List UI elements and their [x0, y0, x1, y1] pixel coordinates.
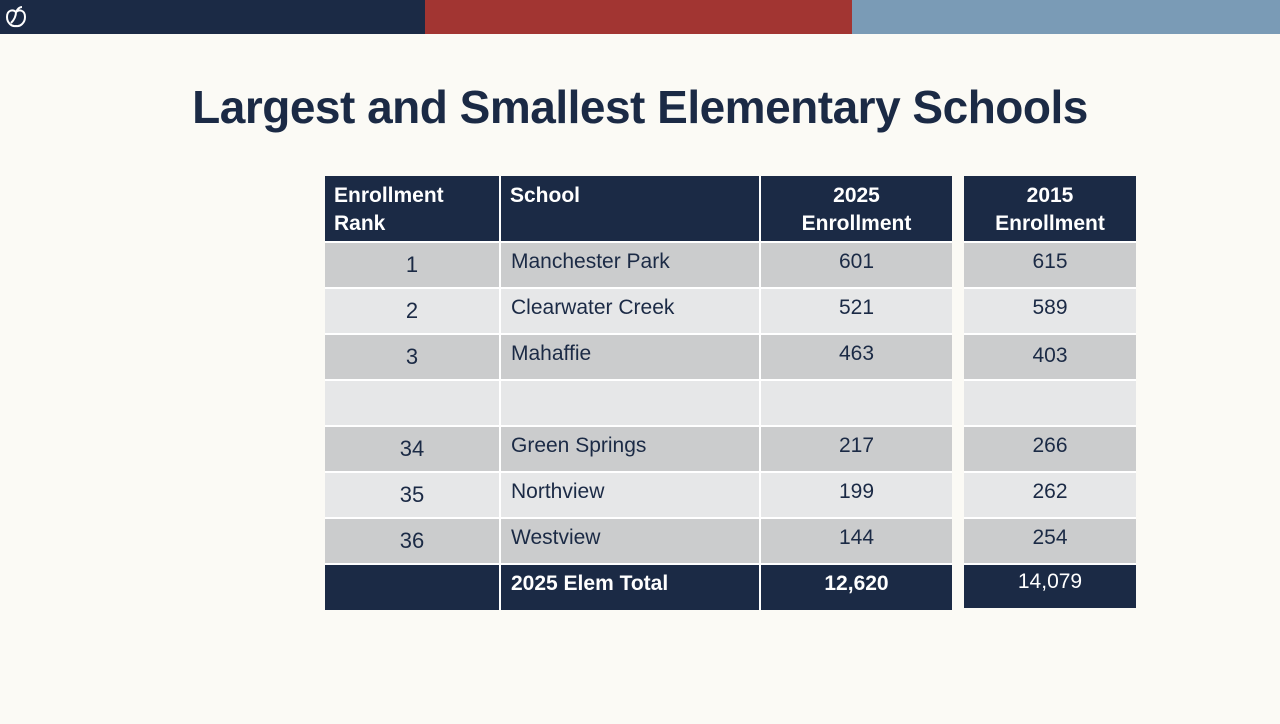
enrollment-2015-cell: 262 — [964, 472, 1136, 519]
table-row-gap — [964, 380, 1136, 427]
enrollment-2025-cell — [760, 380, 952, 427]
apple-logo-icon — [5, 6, 27, 28]
table-row: 254 — [964, 518, 1136, 565]
school-cell: Westview — [500, 518, 761, 565]
table-row: 3 Mahaffie 463 — [325, 334, 952, 381]
total-label-cell: 2025 Elem Total — [500, 564, 761, 610]
school-cell: Northview — [500, 472, 761, 519]
enrollment-2015-table: 2015 Enrollment 615 589 403 266 262 254 … — [964, 176, 1136, 608]
enrollment-2025-cell: 601 — [760, 242, 952, 289]
table-row: 615 — [964, 242, 1136, 289]
table-row: 589 — [964, 288, 1136, 335]
table-row: 403 — [964, 334, 1136, 381]
enrollment-2015-cell: 589 — [964, 288, 1136, 335]
table-header-row: Enrollment Rank School 2025 Enrollment — [325, 176, 952, 243]
rank-cell: 35 — [325, 472, 501, 519]
table-row: 2 Clearwater Creek 521 — [325, 288, 952, 335]
table-row: 266 — [964, 426, 1136, 473]
top-bar-blue-segment — [852, 0, 1280, 34]
school-cell: Green Springs — [500, 426, 761, 473]
table-row: 35 Northview 199 — [325, 472, 952, 519]
school-cell: Clearwater Creek — [500, 288, 761, 335]
enrollment-2015-cell — [964, 380, 1136, 427]
enrollment-2015-cell: 254 — [964, 518, 1136, 565]
rank-cell — [325, 380, 501, 427]
table-row: 36 Westview 144 — [325, 518, 952, 565]
table-total-row: 2025 Elem Total 12,620 — [325, 564, 952, 610]
top-bar-red-segment — [425, 0, 852, 34]
school-cell — [500, 380, 761, 427]
header-2025-enrollment: 2025 Enrollment — [760, 176, 952, 243]
rank-cell: 34 — [325, 426, 501, 473]
enrollment-2025-cell: 463 — [760, 334, 952, 381]
table-row: 262 — [964, 472, 1136, 519]
table-row-gap — [325, 380, 952, 427]
enrollment-2025-cell: 521 — [760, 288, 952, 335]
school-cell: Manchester Park — [500, 242, 761, 289]
table-total-row: 14,079 — [964, 564, 1136, 608]
enrollment-2025-cell: 144 — [760, 518, 952, 565]
enrollment-2025-cell: 199 — [760, 472, 952, 519]
enrollment-2025-cell: 217 — [760, 426, 952, 473]
top-color-bar — [0, 0, 1280, 34]
top-bar-navy-segment — [0, 0, 425, 34]
table-row: 34 Green Springs 217 — [325, 426, 952, 473]
header-school: School — [500, 176, 761, 243]
header-enrollment-rank: Enrollment Rank — [325, 176, 501, 243]
total-2025-cell: 12,620 — [760, 564, 952, 610]
enrollment-table: Enrollment Rank School 2025 Enrollment 1… — [325, 176, 952, 610]
enrollment-2015-cell: 615 — [964, 242, 1136, 289]
header-2015-enrollment: 2015 Enrollment — [964, 176, 1136, 243]
page-title: Largest and Smallest Elementary Schools — [192, 81, 1088, 133]
total-rank-cell — [325, 564, 501, 610]
rank-cell: 36 — [325, 518, 501, 565]
table-row: 1 Manchester Park 601 — [325, 242, 952, 289]
rank-cell: 1 — [325, 242, 501, 289]
rank-cell: 3 — [325, 334, 501, 381]
table-header-row: 2015 Enrollment — [964, 176, 1136, 243]
rank-cell: 2 — [325, 288, 501, 335]
school-cell: Mahaffie — [500, 334, 761, 381]
enrollment-2015-cell: 403 — [964, 334, 1136, 381]
enrollment-2015-cell: 266 — [964, 426, 1136, 473]
total-2015-cell: 14,079 — [964, 564, 1136, 608]
